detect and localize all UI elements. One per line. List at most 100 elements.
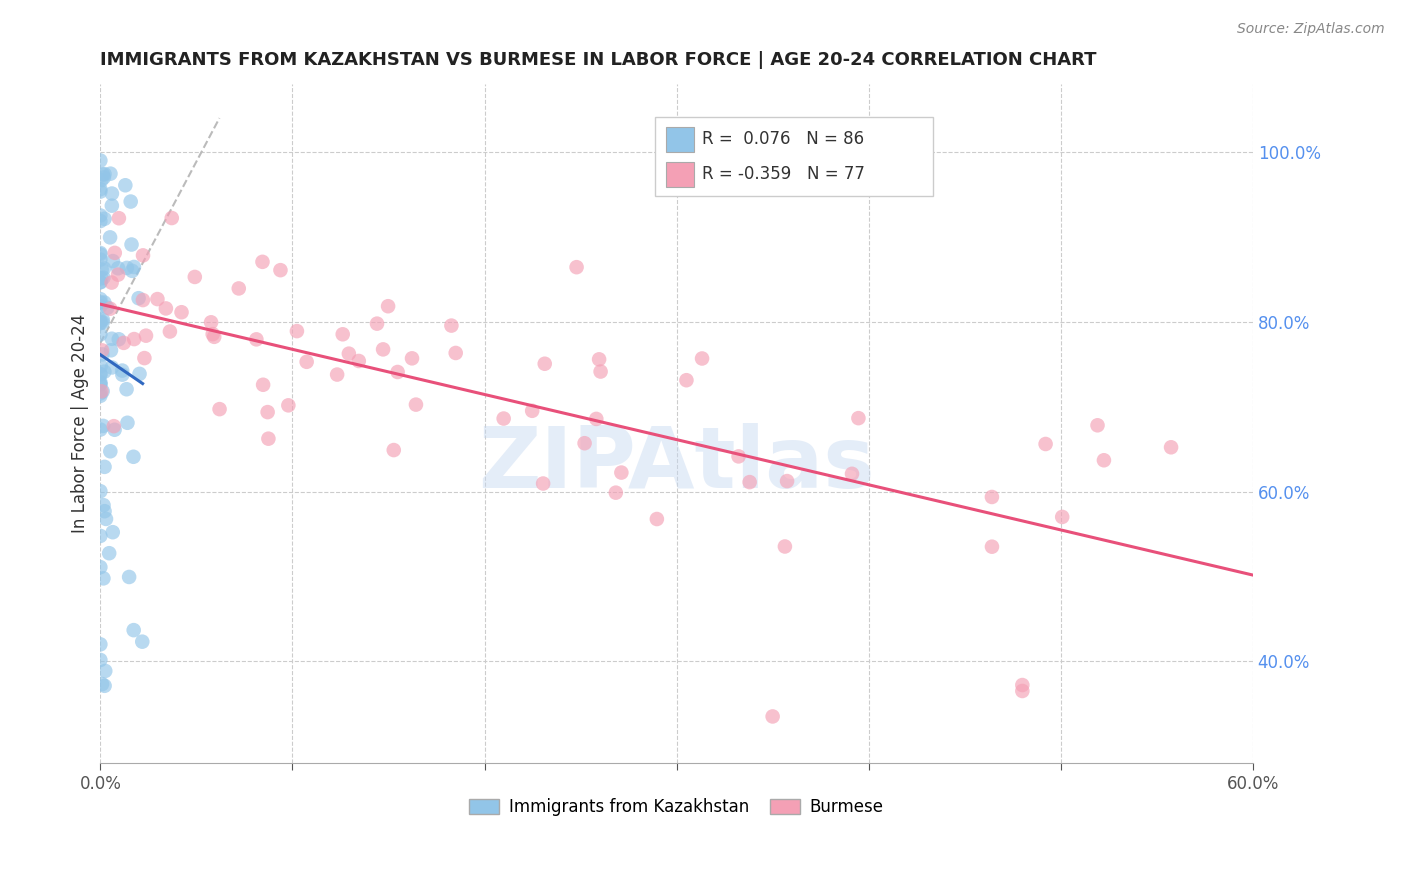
Point [89, 292, 111, 306]
Point [285, 324, 308, 338]
Point [91, 316, 114, 330]
Point [134, 351, 156, 365]
Point [585, 412, 607, 426]
Point [841, 467, 863, 481]
Point [533, 357, 555, 371]
Point [738, 475, 761, 489]
Point [93, 167, 115, 181]
Point [522, 404, 544, 418]
Text: R =  0.076   N = 86: R = 0.076 N = 86 [703, 130, 865, 148]
Point [91, 347, 114, 361]
Point [89, 386, 111, 401]
Point [121, 264, 143, 278]
Point [89, 423, 111, 437]
Point [981, 540, 1004, 554]
Point [155, 301, 177, 316]
Point [257, 432, 280, 446]
Point [1087, 418, 1109, 433]
Point [93, 261, 115, 276]
Point [326, 368, 349, 382]
Point [98, 301, 121, 316]
Point [101, 186, 124, 201]
Point [121, 237, 143, 252]
Point [89, 560, 111, 574]
Point [90, 271, 112, 285]
Point [89, 275, 111, 289]
Point [101, 199, 124, 213]
Point [93, 170, 115, 185]
Point [101, 254, 124, 268]
Point [444, 346, 467, 360]
Point [112, 335, 135, 350]
Point [1035, 437, 1057, 451]
Point [101, 360, 124, 375]
Point [94, 664, 117, 678]
Legend: Immigrants from Kazakhstan, Burmese: Immigrants from Kazakhstan, Burmese [463, 791, 890, 822]
Point [118, 570, 141, 584]
Point [103, 419, 125, 434]
Point [91, 677, 114, 691]
Point [170, 305, 193, 319]
Point [89, 313, 111, 327]
Point [91, 418, 114, 433]
Point [727, 450, 749, 464]
Point [128, 291, 150, 305]
Text: IMMIGRANTS FROM KAZAKHSTAN VS BURMESE IN LABOR FORCE | AGE 20-24 CORRELATION CHA: IMMIGRANTS FROM KAZAKHSTAN VS BURMESE IN… [100, 51, 1097, 69]
Point [1092, 453, 1115, 467]
Y-axis label: In Labor Force | Age 20-24: In Labor Force | Age 20-24 [72, 314, 89, 533]
Point [94, 512, 117, 526]
Text: R = -0.359   N = 77: R = -0.359 N = 77 [703, 165, 865, 183]
Point [93, 679, 115, 693]
Point [776, 474, 799, 488]
Point [89, 529, 111, 543]
Point [401, 351, 423, 366]
Point [200, 315, 222, 329]
Point [104, 245, 127, 260]
Point [89, 247, 111, 261]
Point [332, 327, 354, 342]
Point [91, 168, 114, 182]
Point [645, 512, 668, 526]
Point [228, 281, 250, 295]
Point [762, 709, 785, 723]
Point [347, 354, 370, 368]
Point [269, 263, 291, 277]
Point [1050, 510, 1073, 524]
Point [256, 405, 278, 419]
Point [128, 367, 150, 381]
Point [89, 209, 111, 223]
Point [675, 373, 697, 387]
Point [122, 450, 145, 464]
Point [108, 211, 131, 226]
Point [252, 377, 274, 392]
Point [277, 398, 299, 412]
Point [89, 299, 111, 313]
Point [98, 546, 121, 560]
Text: ZIPAtlas: ZIPAtlas [478, 423, 875, 506]
Point [101, 332, 124, 346]
Point [89, 377, 111, 392]
Point [146, 292, 169, 306]
Point [90, 359, 112, 373]
Point [89, 275, 111, 289]
Point [295, 355, 318, 369]
Point [111, 363, 134, 377]
Point [98, 230, 121, 244]
Point [107, 268, 129, 282]
Point [252, 255, 274, 269]
Point [89, 252, 111, 267]
Point [848, 411, 870, 425]
Point [93, 504, 115, 518]
Point [91, 343, 114, 358]
Point [89, 153, 111, 168]
Point [100, 276, 122, 290]
Point [610, 466, 633, 480]
Point [131, 634, 153, 648]
Point [160, 211, 183, 225]
Point [377, 299, 399, 313]
Point [565, 260, 588, 275]
Point [98, 444, 121, 458]
Point [89, 375, 111, 389]
Point [245, 332, 267, 346]
Point [122, 260, 145, 274]
